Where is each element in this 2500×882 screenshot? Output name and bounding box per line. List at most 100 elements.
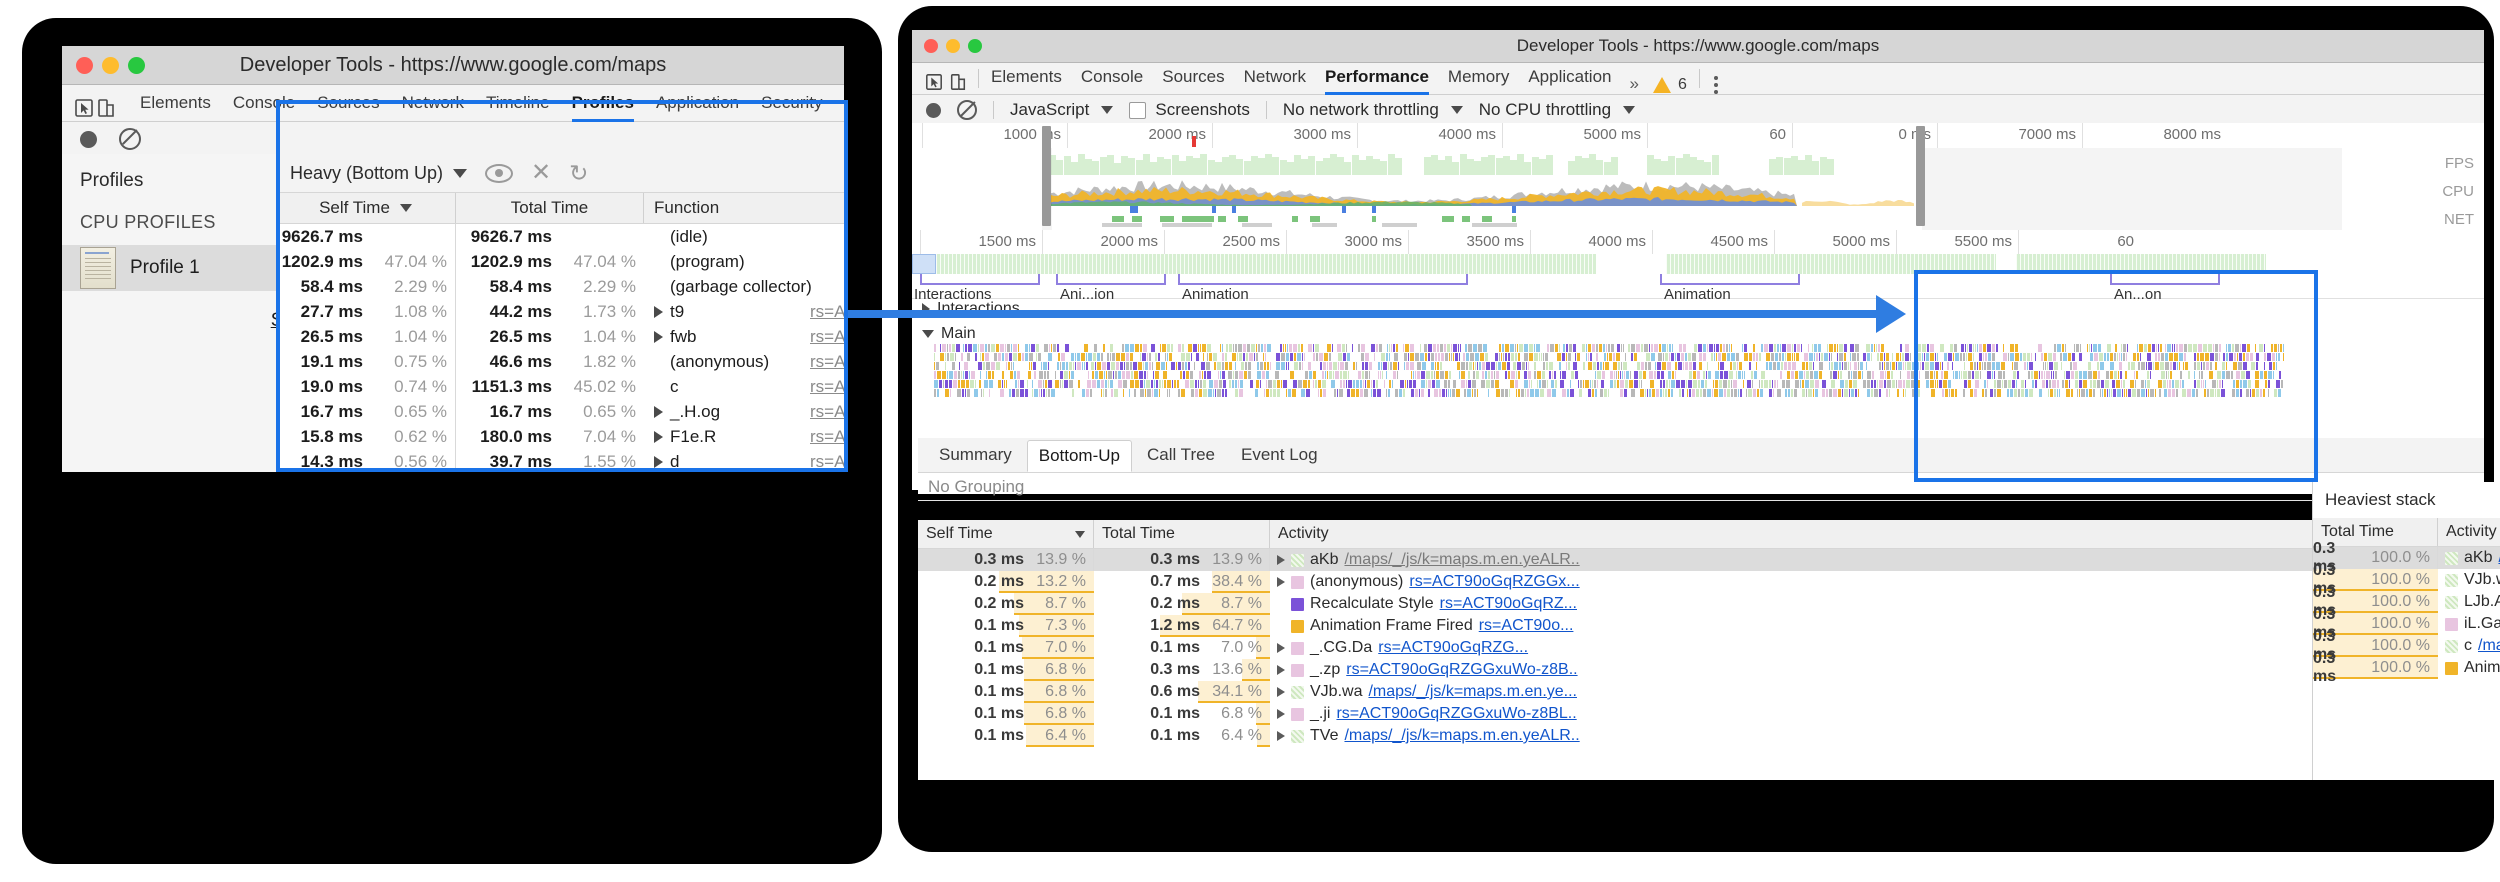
flame-block[interactable] [1505,344,1509,352]
flame-block[interactable] [1975,344,1976,352]
flame-block[interactable] [1029,353,1033,361]
flame-block[interactable] [2117,389,2121,397]
flame-block[interactable] [1541,353,1542,361]
flame-block[interactable] [975,353,977,361]
flame-block[interactable] [2183,362,2184,370]
flame-block[interactable] [984,380,988,388]
tab-performance[interactable]: Performance [1324,67,1429,95]
flame-block[interactable] [1917,362,1919,370]
flame-block[interactable] [1361,353,1364,361]
flame-block[interactable] [954,371,957,379]
flame-block[interactable] [2046,380,2048,388]
flame-block[interactable] [1604,353,1606,361]
flame-block[interactable] [1535,389,1539,397]
flame-block[interactable] [1723,344,1725,352]
flame-block[interactable] [1810,380,1814,388]
flame-block[interactable] [1440,344,1443,352]
flame-block[interactable] [1973,353,1974,361]
detail-tab-summary[interactable]: Summary [939,445,1012,464]
flame-block[interactable] [2199,371,2200,379]
flame-block[interactable] [1428,353,1430,361]
flame-block[interactable] [1257,371,1261,379]
flame-block[interactable] [1315,380,1317,388]
flame-block[interactable] [1930,380,1934,388]
flame-block[interactable] [2081,389,2085,397]
activity-source-link[interactable]: rs=ACT90oGqRZGGx... [1409,573,1580,590]
flame-block[interactable] [1149,362,1151,370]
flame-block[interactable] [1110,380,1113,388]
flame-block[interactable] [1235,389,1238,397]
flame-block[interactable] [1483,344,1487,352]
flame-block[interactable] [1857,353,1859,361]
flame-block[interactable] [1238,380,1239,388]
flame-block[interactable] [1988,353,1991,361]
flame-block[interactable] [1961,371,1962,379]
flame-block[interactable] [2239,353,2242,361]
flame-block[interactable] [1640,389,1644,397]
flame-block[interactable] [1181,353,1185,361]
flame-block[interactable] [1172,380,1173,388]
flame-block[interactable] [1072,389,1074,397]
flame-block[interactable] [1631,344,1635,352]
flame-block[interactable] [1782,380,1785,388]
flame-block[interactable] [1568,353,1571,361]
flame-block[interactable] [1233,371,1234,379]
flame-block[interactable] [1222,344,1223,352]
flame-block[interactable] [1568,362,1570,370]
flame-block[interactable] [1467,389,1471,397]
flame-block[interactable] [1525,389,1526,397]
flame-block[interactable] [1681,353,1684,361]
flame-block[interactable] [2236,389,2239,397]
flame-block[interactable] [1839,362,1841,370]
flame-block[interactable] [1358,344,1360,352]
flame-block[interactable] [1782,344,1786,352]
flame-block[interactable] [1910,353,1911,361]
flame-block[interactable] [2235,344,2239,352]
flame-block[interactable] [1902,353,1904,361]
flame-block[interactable] [1634,380,1638,388]
flame-block[interactable] [2093,389,2095,397]
tab-sources[interactable]: Sources [1162,67,1225,86]
flame-block[interactable] [965,344,967,352]
flame-block[interactable] [2176,344,2178,352]
flame-block[interactable] [1552,389,1556,397]
flame-block[interactable] [1940,344,1944,352]
flame-block[interactable] [1724,389,1726,397]
flame-block[interactable] [2267,353,2271,361]
flame-block[interactable] [2066,371,2070,379]
flame-block[interactable] [1146,380,1150,388]
flame-block[interactable] [2125,371,2127,379]
flame-block[interactable] [2079,380,2082,388]
flame-block[interactable] [1955,353,1959,361]
flame-block[interactable] [1652,389,1655,397]
flame-block[interactable] [1266,389,1269,397]
flame-block[interactable] [1213,353,1217,361]
flame-block[interactable] [1575,371,1578,379]
activity-source-link[interactable]: /maps/_/js/k=maps.m.en.yeALR.. [1344,727,1580,744]
flame-block[interactable] [1151,380,1153,388]
flame-block[interactable] [1730,362,1732,370]
flame-block[interactable] [1639,380,1640,388]
flame-block[interactable] [1609,353,1612,361]
flame-block[interactable] [1440,362,1442,370]
flame-block[interactable] [985,353,989,361]
flame-block[interactable] [1245,362,1247,370]
table-row[interactable]: 1202.9 ms 47.04 % 1202.9 ms 47.04 % (program… [276,249,844,274]
flame-block[interactable] [1431,371,1433,379]
flame-block[interactable] [1926,353,1929,361]
flame-block[interactable] [1545,353,1548,361]
flame-block[interactable] [1485,371,1487,379]
flame-block[interactable] [996,362,1000,370]
flame-block[interactable] [2141,380,2144,388]
flame-block[interactable] [1586,353,1587,361]
flame-block[interactable] [2137,389,2140,397]
expand-arrow-icon[interactable] [1277,577,1285,587]
flame-block[interactable] [1769,362,1772,370]
flame-block[interactable] [2107,389,2108,397]
flame-block[interactable] [2035,380,2037,388]
flame-block[interactable] [1388,362,1389,370]
flame-block[interactable] [1371,389,1372,397]
flame-block[interactable] [1204,371,1206,379]
flame-block[interactable] [1655,362,1656,370]
flame-block[interactable] [1518,389,1520,397]
